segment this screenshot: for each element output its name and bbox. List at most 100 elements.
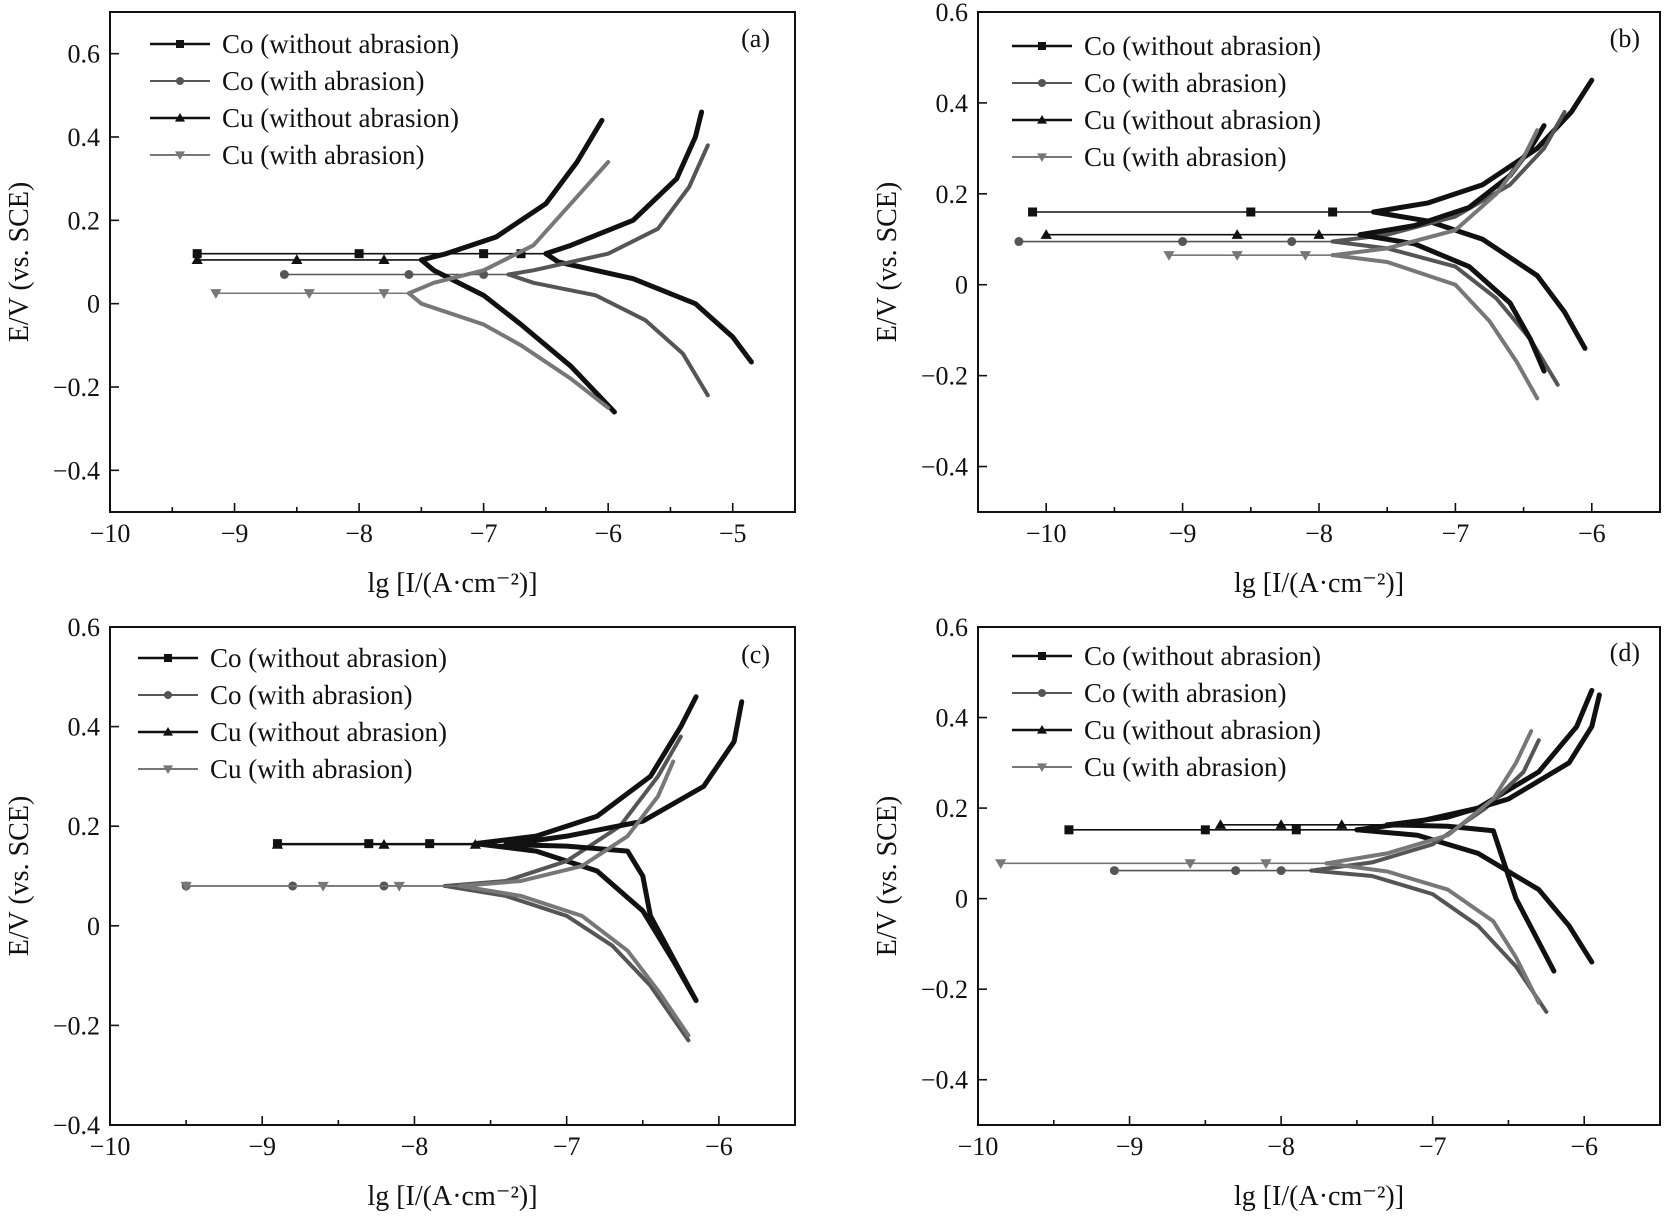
- y-tick-label: 0: [87, 912, 100, 941]
- legend-item: Cu (without abrasion): [138, 717, 447, 747]
- plot-frame: [109, 11, 796, 513]
- legend-item: Co (with abrasion): [1012, 68, 1286, 98]
- series-cathodic-line: [1330, 253, 1540, 401]
- legend-item: Co (without abrasion): [1012, 641, 1321, 671]
- legend-label: Cu (without abrasion): [222, 103, 459, 133]
- legend-marker: [1038, 79, 1046, 87]
- legend-label: Cu (with abrasion): [1084, 752, 1286, 782]
- y-tick-label: 0: [87, 290, 100, 319]
- x-tick-label: −7: [1442, 519, 1470, 548]
- legend-marker: [176, 40, 184, 48]
- series-1: [279, 143, 710, 398]
- legend-marker: [1037, 153, 1047, 162]
- series-marker: [378, 839, 390, 849]
- legend-marker: [1038, 689, 1046, 697]
- x-tick-label: −10: [1026, 519, 1067, 548]
- legend-label: Co (with abrasion): [222, 66, 424, 96]
- series-cathodic-line: [458, 883, 691, 1038]
- panel-tag: (b): [1610, 24, 1640, 53]
- chart-panel-d: −10 −9 −8 −7 −6 −0.4 −0.2 0 0.2 0.4 0.6 lg [I/(A·cm…: [872, 613, 1661, 1212]
- series-marker: [1260, 859, 1272, 869]
- series-cathodic-line: [1384, 822, 1557, 974]
- legend-marker: [176, 77, 184, 85]
- x-axis-title: lg [I/(A·cm⁻²)]: [367, 568, 537, 599]
- y-tick-label: −0.4: [53, 1111, 100, 1140]
- y-tick-label: 0.4: [68, 713, 101, 742]
- legend-item: Cu (without abrasion): [1012, 715, 1321, 745]
- x-tick-label: −10: [958, 1132, 999, 1161]
- legend-label: Co (without abrasion): [222, 29, 459, 59]
- y-tick-label: −0.4: [53, 456, 100, 485]
- x-tick-label: −8: [345, 519, 373, 548]
- legend-item: Cu (with abrasion): [1012, 752, 1286, 782]
- y-tick-label: 0.2: [68, 206, 101, 235]
- series-2: [191, 117, 617, 415]
- series-cathodic-line: [472, 841, 699, 1003]
- series-marker: [354, 249, 364, 259]
- series-marker: [303, 289, 315, 299]
- x-tick-label: −6: [1570, 1132, 1598, 1161]
- legend-label: Cu (with abrasion): [1084, 142, 1286, 172]
- series-anodic-line: [406, 160, 611, 296]
- x-tick-label: −7: [470, 519, 498, 548]
- series-cathodic-line: [1354, 827, 1595, 965]
- x-tick-label: −6: [1578, 519, 1606, 548]
- legend-item: Cu (without abrasion): [150, 103, 459, 133]
- series-marker: [1014, 237, 1024, 247]
- legend-label: Cu (without abrasion): [210, 717, 447, 747]
- y-axis-title: E/V (vs. SCE): [872, 182, 903, 343]
- series-marker: [1109, 866, 1119, 876]
- series-marker: [404, 270, 414, 279]
- series-marker: [425, 839, 435, 849]
- x-tick-label: −5: [719, 519, 747, 548]
- series-marker: [291, 254, 303, 265]
- y-tick-label: 0.6: [68, 613, 101, 642]
- series-marker: [364, 839, 374, 849]
- series-marker: [1231, 251, 1243, 261]
- series-marker: [393, 881, 405, 892]
- series-3: [210, 160, 611, 410]
- y-tick-label: 0.6: [68, 40, 101, 69]
- series-cathodic-line: [1309, 868, 1549, 1014]
- series-cathodic-line: [442, 883, 691, 1043]
- legend-item: Co (with abrasion): [138, 680, 412, 710]
- legend-marker: [164, 691, 172, 699]
- legend-marker: [163, 765, 173, 774]
- series-marker: [1299, 251, 1311, 261]
- y-tick-label: 0.6: [936, 613, 969, 642]
- legend-label: Co (without abrasion): [1084, 641, 1321, 671]
- legend-item: Cu (with abrasion): [1012, 142, 1286, 172]
- legend-marker: [163, 727, 173, 736]
- series-marker: [1287, 237, 1297, 247]
- series-marker: [1200, 825, 1210, 835]
- series-anodic-line: [472, 694, 699, 847]
- y-axis-title: E/V (vs. SCE): [4, 182, 35, 343]
- y-tick-label: −0.2: [921, 975, 968, 1004]
- series-marker: [378, 254, 390, 265]
- y-tick-label: −0.2: [921, 362, 968, 391]
- series-marker: [1064, 825, 1074, 835]
- x-axis-title: lg [I/(A·cm⁻²)]: [1234, 1181, 1404, 1212]
- series-marker: [1214, 819, 1227, 829]
- x-tick-label: −8: [1305, 519, 1333, 548]
- series-cathodic-line: [1330, 239, 1560, 387]
- series-marker: [1040, 229, 1052, 239]
- legend-item: Cu (with abrasion): [138, 754, 412, 784]
- series-3: [180, 759, 691, 1038]
- series-anodic-line: [1384, 692, 1602, 828]
- plot-frame: [109, 626, 796, 1126]
- plot-frame: [977, 11, 1661, 513]
- y-axis-title: E/V (vs. SCE): [4, 796, 35, 957]
- chart-panel-c: −10 −9 −8 −7 −6 −0.4 −0.2 0 0.2 0.4 0.6 lg [I/(A·cm…: [4, 613, 796, 1212]
- x-tick-label: −6: [705, 1132, 733, 1161]
- legend-marker: [1038, 652, 1046, 660]
- y-tick-label: −0.2: [53, 1011, 100, 1040]
- series-marker: [271, 839, 284, 849]
- y-tick-label: 0.2: [68, 812, 101, 841]
- legend-marker: [164, 654, 172, 662]
- series-0: [1028, 77, 1595, 351]
- x-tick-label: −9: [1116, 1132, 1144, 1161]
- series-marker: [192, 249, 202, 259]
- legend-item: Cu (with abrasion): [150, 140, 424, 170]
